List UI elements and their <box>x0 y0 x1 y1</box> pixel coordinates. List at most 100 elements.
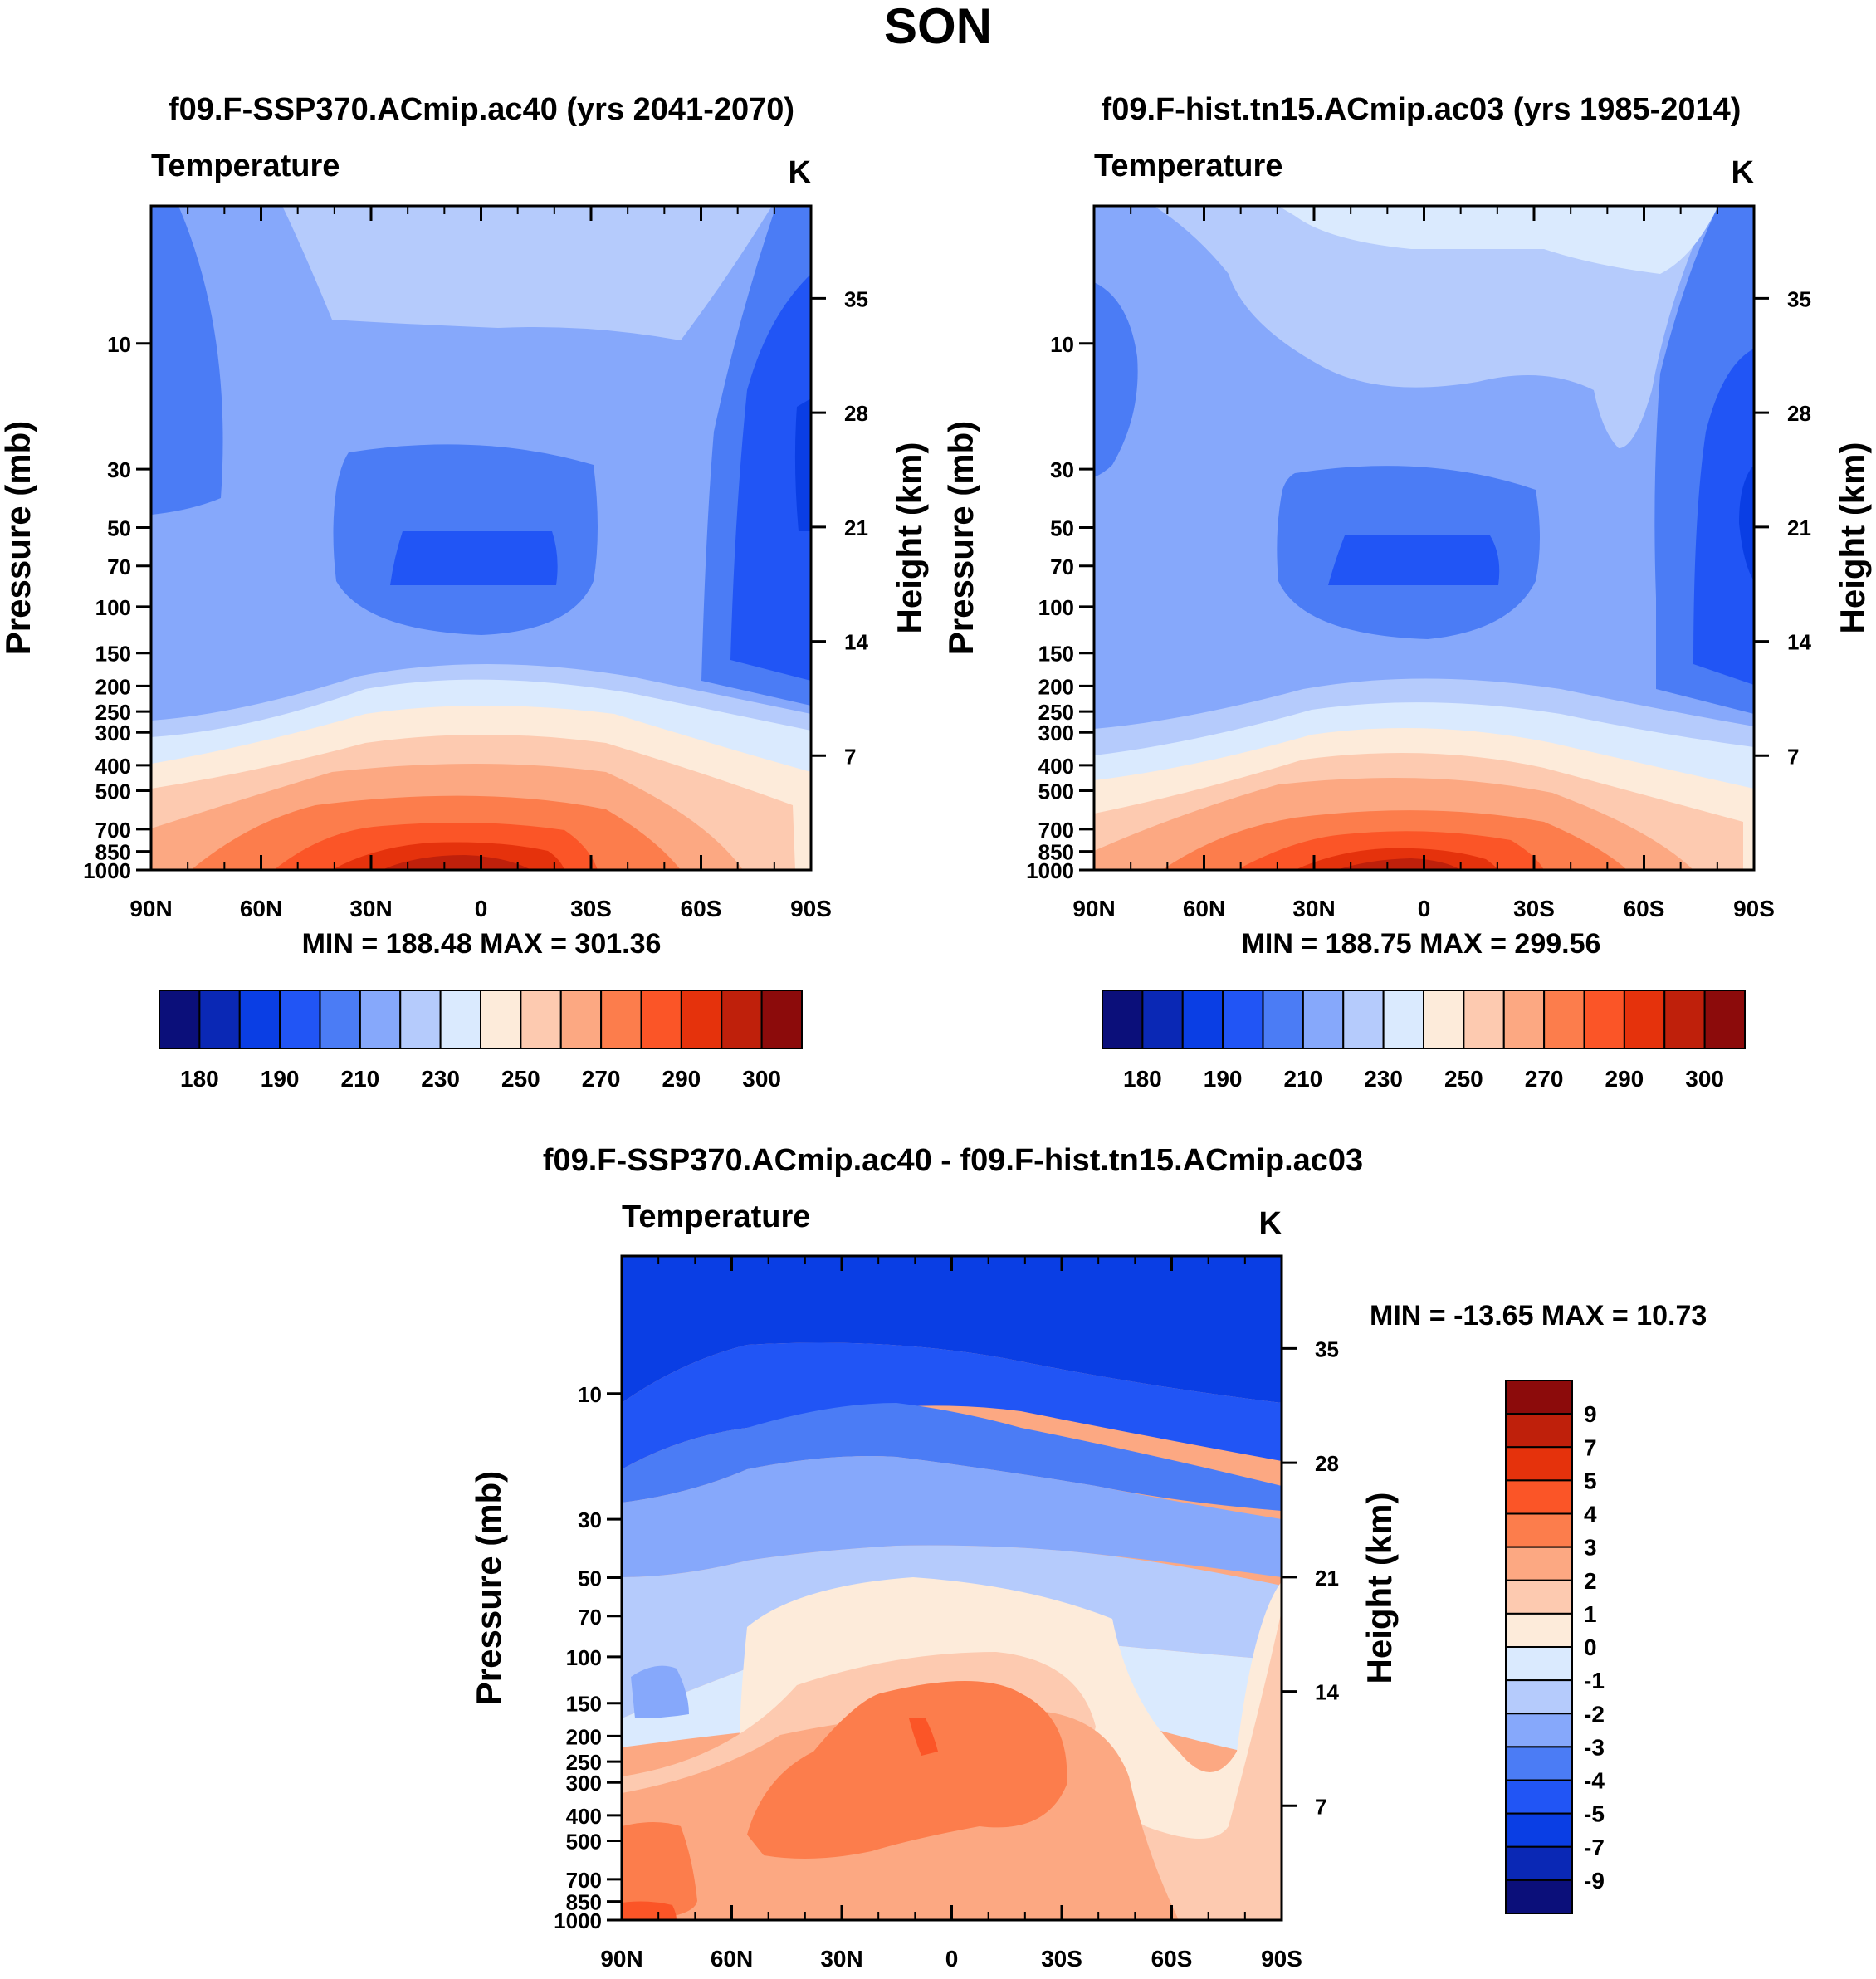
panel-2-colorbar: 180 190 210 230 250 270 290 300 <box>1102 990 1746 1092</box>
y-pressure-label: 400 <box>95 754 131 779</box>
colorbar-swatch <box>559 990 603 1049</box>
colorbar-label: 290 <box>1605 1066 1644 1092</box>
y-height-label: 28 <box>1787 401 1811 426</box>
x-tick-label: 30S <box>1041 1946 1082 1972</box>
panel-2-ylabel: Pressure (mb) <box>941 421 980 655</box>
y-pressure-label: 150 <box>95 642 131 667</box>
panel-3-units: K <box>1259 1206 1282 1241</box>
y-height-label: 14 <box>844 630 868 655</box>
x-tick-label: 60S <box>1624 896 1665 921</box>
colorbar-swatch <box>1703 990 1746 1049</box>
contour-band <box>382 855 531 870</box>
colorbar-swatch <box>399 990 442 1049</box>
y-pressure-label: 150 <box>1038 642 1074 667</box>
panel-3-minmax: MIN = -13.65 MAX = 10.73 <box>1370 1300 1707 1332</box>
colorbar-swatch <box>1505 1479 1573 1515</box>
colorbar-swatch <box>640 990 682 1049</box>
contour-band <box>730 274 811 681</box>
colorbar-swatch <box>760 990 803 1049</box>
colorbar-label: 230 <box>421 1066 460 1092</box>
colorbar-label: 2 <box>1584 1568 1597 1594</box>
contour-band <box>747 1681 1067 1859</box>
colorbar-label: 230 <box>1364 1066 1403 1092</box>
y-pressure-label: 500 <box>95 779 131 804</box>
y-pressure-label: 50 <box>578 1566 602 1591</box>
y-height-label: 28 <box>1315 1451 1339 1476</box>
colorbar-label: 0 <box>1584 1635 1597 1660</box>
panel-3-ylabel-right: Height (km) <box>1360 1493 1399 1684</box>
colorbar-label: 210 <box>341 1066 380 1092</box>
colorbar-swatch <box>1505 1845 1573 1881</box>
colorbar-label: 9 <box>1584 1401 1597 1427</box>
panel-1-contour-field <box>151 206 811 870</box>
y-pressure-label: 400 <box>1038 754 1074 779</box>
colorbar-label: 190 <box>261 1066 300 1092</box>
x-tick-label: 30S <box>570 896 612 921</box>
y-pressure-label: 10 <box>107 332 131 357</box>
contour-band <box>1094 282 1138 477</box>
colorbar-label: 3 <box>1584 1535 1597 1561</box>
y-height-label: 7 <box>844 744 856 769</box>
panel-2-ylabel-right: Height (km) <box>1833 442 1872 634</box>
y-height-label: 7 <box>1315 1794 1326 1819</box>
panel-3-axes: 90N 60N 30N 0 30S 60S 90S103050701001502002503… <box>554 1256 1339 1972</box>
panel-1-title: f09.F-SSP370.ACmip.ac40 (yrs 2041-2070) <box>169 92 794 127</box>
y-height-label: 21 <box>1787 516 1811 540</box>
y-pressure-label: 200 <box>1038 674 1074 699</box>
panel-1-axes: 90N 60N 30N 0 30S 60S 90S103050701001502002503… <box>83 206 868 921</box>
x-tick-label: 30N <box>1292 896 1335 921</box>
colorbar-swatch <box>1505 1713 1573 1748</box>
contour-band <box>622 1456 1282 1577</box>
y-height-label: 7 <box>1787 744 1799 769</box>
y-pressure-label: 100 <box>95 595 131 620</box>
colorbar-label: 250 <box>501 1066 540 1092</box>
x-tick-label: 60N <box>240 896 282 921</box>
panel-2: f09.F-hist.tn15.ACmip.ac03 (yrs 1985-201… <box>941 92 1872 1092</box>
colorbar-swatch <box>319 990 361 1049</box>
colorbar-swatch <box>1663 990 1706 1049</box>
colorbar-swatch <box>159 990 201 1049</box>
y-pressure-label: 700 <box>1038 818 1074 843</box>
y-pressure-label: 300 <box>566 1771 602 1796</box>
colorbar-swatch <box>1102 990 1144 1049</box>
colorbar-label: -5 <box>1584 1801 1605 1827</box>
contour-band <box>909 1718 938 1756</box>
colorbar-label: 300 <box>1685 1066 1724 1092</box>
y-pressure-label: 700 <box>566 1868 602 1893</box>
panel-2-variable: Temperature <box>1094 149 1282 183</box>
y-height-label: 21 <box>1315 1566 1339 1591</box>
y-height-label: 14 <box>1787 630 1811 655</box>
colorbar-swatch <box>1423 990 1465 1049</box>
colorbar-swatch <box>198 990 241 1049</box>
contour-band <box>1739 465 1754 581</box>
colorbar-swatch <box>238 990 281 1049</box>
x-tick-label: 0 <box>1418 896 1431 921</box>
colorbar-label: 210 <box>1284 1066 1323 1092</box>
y-pressure-label: 70 <box>578 1605 602 1630</box>
y-pressure-label: 700 <box>95 818 131 843</box>
y-pressure-label: 100 <box>1038 595 1074 620</box>
contour-band <box>1693 349 1754 685</box>
panel-1-colorbar: 180 190 210 230 250 270 290 300 <box>159 990 803 1092</box>
colorbar-label: 270 <box>1525 1066 1564 1092</box>
y-pressure-label: 300 <box>95 721 131 745</box>
y-pressure-label: 10 <box>578 1382 602 1407</box>
colorbar-swatch <box>1505 1446 1573 1482</box>
colorbar-label: -2 <box>1584 1701 1605 1727</box>
y-pressure-label: 850 <box>1038 840 1074 865</box>
colorbar-label: 180 <box>1123 1066 1162 1092</box>
contour-band <box>794 398 811 531</box>
panel-1-variable: Temperature <box>151 149 340 183</box>
x-tick-label: 60S <box>1151 1946 1193 1972</box>
colorbar-swatch <box>1623 990 1666 1049</box>
x-tick-label: 60N <box>711 1946 753 1972</box>
colorbar-label: 4 <box>1584 1502 1597 1527</box>
colorbar-swatch <box>1505 1380 1573 1415</box>
colorbar-swatch <box>1543 990 1585 1049</box>
panel-2-title: f09.F-hist.tn15.ACmip.ac03 (yrs 1985-201… <box>1102 92 1742 127</box>
colorbar-label: 5 <box>1584 1468 1597 1493</box>
y-pressure-label: 250 <box>95 700 131 725</box>
y-height-label: 14 <box>1315 1680 1339 1705</box>
panel-3-variable: Temperature <box>622 1200 810 1234</box>
colorbar-swatch <box>439 990 481 1049</box>
